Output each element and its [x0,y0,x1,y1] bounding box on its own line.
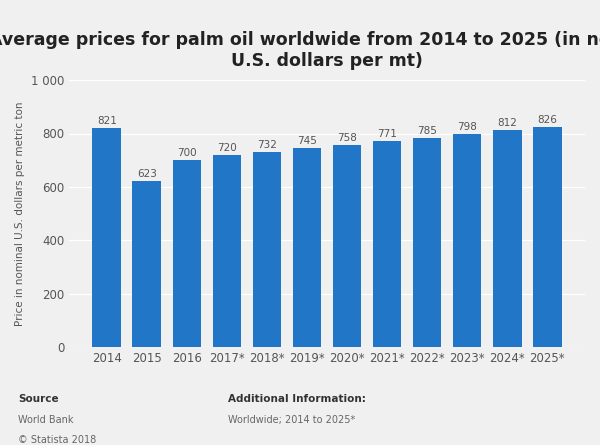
Bar [413,138,442,347]
Text: 732: 732 [257,140,277,150]
Bar [493,130,521,347]
Y-axis label: Price in nominal U.S. dollars per metric ton: Price in nominal U.S. dollars per metric… [15,101,25,326]
Bar [293,148,322,347]
Text: 745: 745 [297,136,317,146]
Bar [533,126,562,347]
Text: World Bank: World Bank [18,415,74,425]
Text: 771: 771 [377,129,397,139]
Text: 785: 785 [417,125,437,136]
Text: Additional Information:: Additional Information: [228,394,366,404]
Text: 826: 826 [537,115,557,125]
Text: Worldwide; 2014 to 2025*: Worldwide; 2014 to 2025* [228,415,355,425]
Bar [452,134,481,347]
Bar [332,145,361,347]
Bar [253,152,281,347]
Text: 700: 700 [177,148,197,158]
Text: 758: 758 [337,133,357,143]
Text: 812: 812 [497,118,517,129]
Bar [92,128,121,347]
Title: Average prices for palm oil worldwide from 2014 to 2025 (in nominal
U.S. dollars: Average prices for palm oil worldwide fr… [0,32,600,70]
Text: 720: 720 [217,143,237,153]
Text: 798: 798 [457,122,477,132]
Bar [133,181,161,347]
Text: © Statista 2018: © Statista 2018 [18,435,96,445]
Text: 623: 623 [137,169,157,179]
Bar [173,160,202,347]
Text: Source: Source [18,394,59,404]
Text: 821: 821 [97,116,117,126]
Bar [212,155,241,347]
Bar [373,141,401,347]
